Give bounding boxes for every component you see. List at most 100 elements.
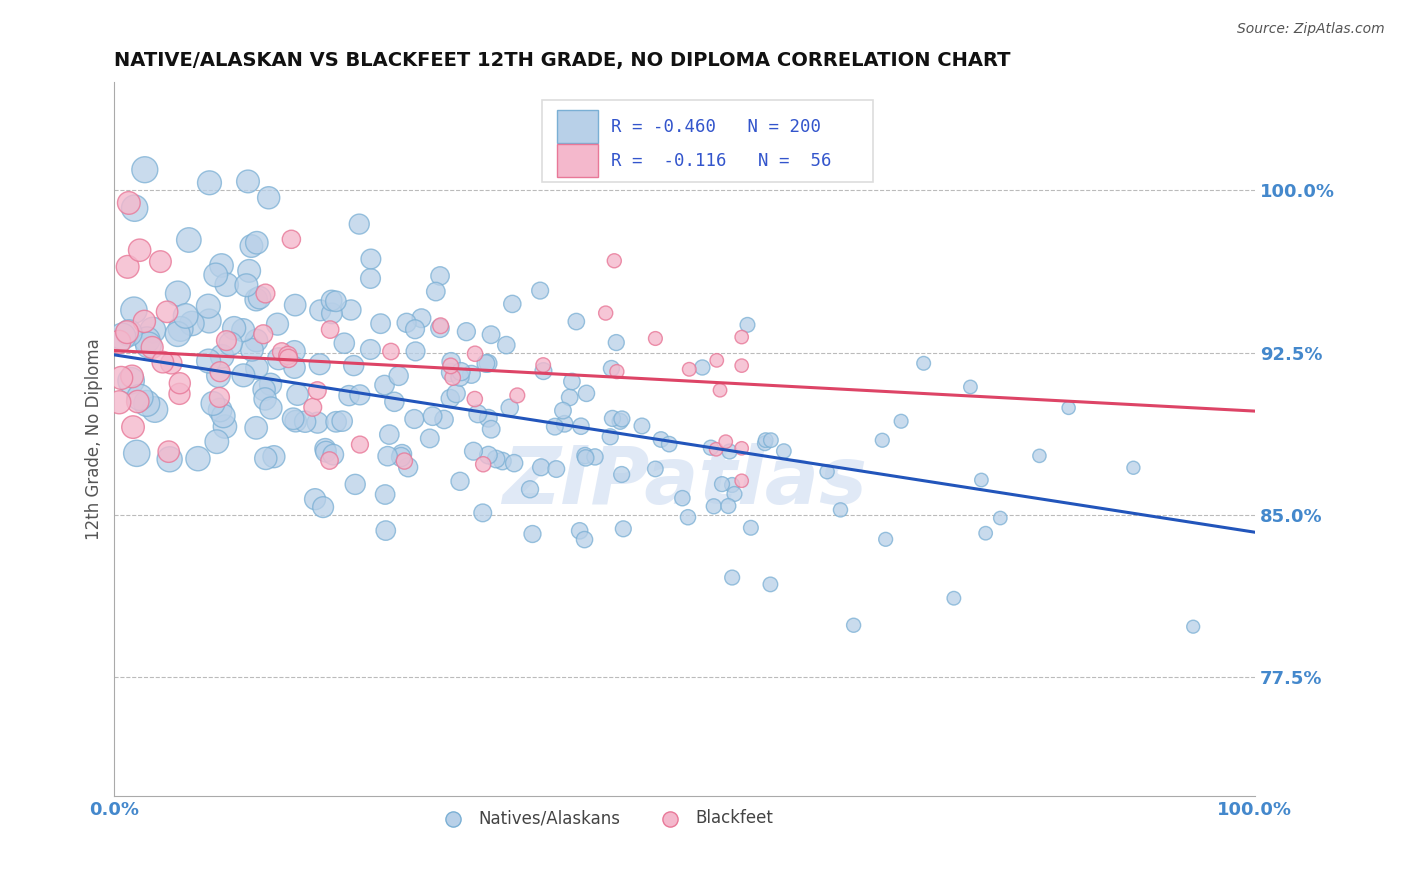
Point (433, 412, 456, 426)
Point (600, 361, 623, 376)
Point (475, 356, 498, 370)
Point (319, 322, 342, 336)
Point (325, 294, 347, 309)
Point (377, 449, 399, 463)
Point (575, 386, 598, 401)
Point (522, 527, 544, 541)
Point (284, 414, 307, 428)
Point (755, 433, 778, 447)
Point (110, 371, 132, 385)
Point (612, 522, 634, 536)
Point (544, 419, 567, 434)
Point (721, 478, 744, 492)
Point (215, 277, 238, 292)
Point (180, 317, 202, 331)
Point (209, 403, 232, 417)
Point (464, 392, 486, 406)
Point (211, 259, 233, 273)
Point (266, 317, 288, 331)
Point (491, 454, 513, 468)
Point (138, 338, 160, 352)
Point (477, 411, 499, 425)
Legend: Natives/Alaskans, Blackfeet: Natives/Alaskans, Blackfeet (430, 803, 780, 834)
Point (676, 510, 699, 524)
Text: R =  -0.116   N =  56: R = -0.116 N = 56 (610, 152, 831, 169)
Point (156, 305, 179, 319)
Point (287, 387, 309, 401)
Point (959, 380, 981, 394)
Point (439, 366, 461, 380)
Point (304, 492, 326, 507)
Point (122, 420, 145, 434)
Point (277, 351, 299, 366)
Point (703, 500, 725, 514)
Point (942, 591, 965, 606)
Point (263, 450, 285, 464)
Point (1122, 460, 1144, 475)
Point (974, 526, 997, 541)
Point (506, 388, 529, 402)
Point (307, 416, 329, 430)
Point (135, 396, 157, 410)
Point (569, 419, 592, 434)
Point (197, 354, 219, 368)
Point (731, 330, 754, 344)
Point (245, 293, 267, 307)
Point (546, 462, 568, 476)
Point (723, 487, 745, 501)
Point (149, 254, 172, 268)
Point (235, 278, 257, 293)
Point (530, 460, 553, 475)
Point (721, 570, 744, 584)
Point (583, 450, 606, 464)
Point (731, 442, 754, 456)
Point (318, 453, 340, 467)
Point (988, 511, 1011, 525)
Point (118, 196, 141, 211)
Point (382, 394, 405, 409)
Point (499, 401, 522, 415)
Point (411, 311, 433, 326)
Point (396, 460, 419, 475)
Point (245, 421, 267, 435)
Point (711, 477, 734, 491)
Point (731, 359, 754, 373)
Point (388, 368, 411, 383)
Point (503, 456, 526, 470)
Point (890, 414, 912, 428)
Point (574, 449, 596, 463)
Point (561, 375, 583, 389)
Point (307, 384, 329, 398)
Point (232, 323, 254, 337)
Point (605, 335, 627, 350)
Point (111, 329, 134, 343)
Point (405, 344, 427, 359)
Point (658, 437, 681, 451)
Point (595, 306, 617, 320)
Point (270, 345, 292, 359)
Point (166, 326, 188, 341)
Point (349, 388, 371, 402)
Text: NATIVE/ALASKAN VS BLACKFEET 12TH GRADE, NO DIPLOMA CORRELATION CHART: NATIVE/ALASKAN VS BLACKFEET 12TH GRADE, … (114, 51, 1011, 70)
Point (394, 454, 416, 468)
Point (970, 473, 993, 487)
Point (380, 344, 402, 359)
Point (1028, 449, 1050, 463)
Point (439, 392, 461, 406)
Point (740, 521, 762, 535)
Point (160, 356, 183, 370)
Point (152, 355, 174, 369)
Point (197, 299, 219, 313)
Point (249, 291, 271, 305)
Point (232, 368, 254, 383)
Point (737, 318, 759, 332)
Point (565, 314, 588, 328)
Point (610, 412, 633, 426)
Point (754, 436, 776, 450)
Point (467, 407, 489, 421)
Point (374, 378, 396, 392)
Point (709, 383, 731, 397)
Point (260, 401, 283, 415)
Point (450, 365, 472, 379)
Point (374, 487, 396, 501)
